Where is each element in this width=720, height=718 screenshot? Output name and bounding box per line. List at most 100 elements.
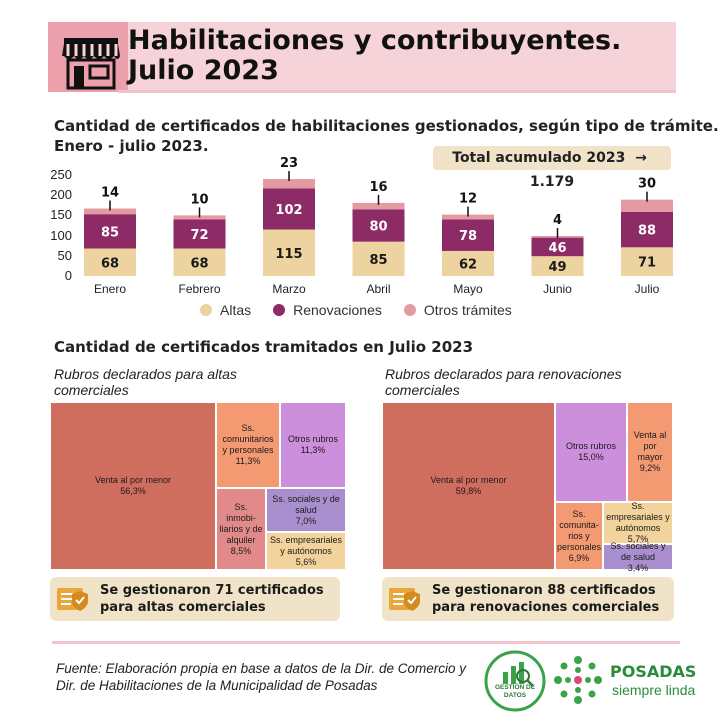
x-category-label: Julio	[635, 282, 660, 296]
bar-segment-otros-tr-mites	[442, 214, 494, 220]
total-label: Total acumulado 2023	[452, 150, 626, 166]
x-category-label: Mayo	[453, 282, 483, 296]
bar-data-label: 68	[190, 256, 208, 271]
bar-data-label: 68	[101, 256, 119, 271]
bar-segment-renovaciones	[442, 219, 494, 251]
bar-segment-altas	[352, 241, 405, 276]
bar-data-label: 46	[548, 241, 566, 256]
legend-item-renovaciones: Renovaciones	[273, 302, 382, 318]
footer-divider	[52, 641, 680, 644]
bar-data-label: 71	[638, 256, 656, 271]
page-title: Habilitaciones y contribuyentes. Julio 2…	[128, 26, 621, 86]
brand-name: POSADAS	[610, 662, 697, 681]
bar-data-label-otros: 14	[101, 186, 119, 201]
bar-data-label: 49	[548, 260, 566, 275]
chart-legend: Altas Renovaciones Otros trámites	[200, 302, 512, 318]
y-tick-label: 150	[50, 207, 72, 223]
treemap-cell: Ss. sociales y de salud 3,4%	[603, 541, 673, 573]
bar-chart-title-line-2: Enero - julio 2023.	[54, 137, 209, 155]
y-tick-label: 250	[50, 167, 72, 182]
bar-data-label-otros: 10	[190, 192, 208, 207]
stacked-bar-chart: 68 85 14 Enero 68 72 10 Febrero 115 102 23 Marzo 85 8…	[84, 156, 673, 296]
bar-segment-otros-tr-mites	[263, 179, 315, 189]
treemap-cell: Ss. empresariales y autónomos 5,6%	[266, 532, 346, 570]
bar-data-label: 115	[275, 247, 302, 262]
x-category-label: Febrero	[178, 282, 220, 296]
treemap-altas: Venta al por menor 56,3% Ss. comunitarios…	[50, 402, 346, 570]
bar-data-label-otros: 12	[459, 192, 477, 207]
storefront-icon	[62, 38, 120, 90]
gestion-de-datos-logo	[484, 650, 546, 712]
title-line-1: Habilitaciones y contribuyentes.	[128, 25, 622, 56]
title-line-2: Julio 2023	[128, 55, 279, 86]
bar-segment-altas	[621, 247, 673, 276]
legend-swatch	[403, 304, 416, 316]
treemap-renovaciones: Venta al por menor 59,8% Otros rubros 15,0…	[382, 402, 673, 573]
treemap-cell: Ss. comunita- rios y personales 6,9%	[555, 502, 603, 570]
legend-label: Renovaciones	[293, 302, 382, 318]
x-category-label: Marzo	[272, 282, 306, 296]
treemap-cell: Ss. comunitarios y personales 11,3%	[216, 402, 280, 488]
bar-segment-altas	[84, 248, 136, 276]
bar-data-label: 72	[190, 228, 208, 243]
x-category-label: Junio	[543, 282, 572, 296]
bar-data-label-otros: 4	[553, 213, 562, 228]
bar-data-label: 62	[459, 257, 477, 272]
treemap-cell: Otros rubros 15,0%	[555, 402, 627, 502]
bar-chart-title: Cantidad de certificados de habilitacion…	[54, 116, 719, 156]
legend-label: Otros trámites	[423, 302, 512, 318]
treemap-cell: Ss. sociales y de salud 7,0%	[266, 488, 346, 532]
bar-segment-renovaciones	[263, 188, 315, 230]
bar-segment-renovaciones	[173, 219, 226, 249]
legend-swatch	[200, 304, 212, 316]
bar-data-label: 78	[459, 229, 477, 244]
bar-data-label-otros: 16	[369, 180, 387, 195]
bar-segment-renovaciones	[531, 237, 584, 257]
treemap-cell: Ss. empresariales y autónomos 5,7%	[603, 501, 673, 544]
certificate-icon	[57, 588, 88, 611]
bar-segment-otros-tr-mites	[621, 199, 673, 212]
total-value: 1.179	[529, 174, 575, 190]
bar-data-label-otros: 23	[280, 156, 298, 171]
bar-segment-altas	[442, 250, 494, 276]
y-tick-label: 200	[50, 187, 72, 203]
header-band	[48, 22, 676, 90]
bar-data-label-otros: 30	[638, 177, 656, 192]
note-renovaciones: Se gestionaron 88 certificados para reno…	[382, 577, 674, 621]
certificate-icon	[389, 588, 420, 611]
brand-tagline: siempre linda	[612, 682, 696, 698]
treemap-cell: Venta al por menor 56,3%	[50, 402, 216, 570]
treemap-cell: Venta al por menor 59,8%	[382, 402, 555, 570]
total-accumulated-badge: Total acumulado 2023 → 1.179	[433, 146, 671, 190]
y-tick-label: 0	[64, 268, 72, 283]
legend-label: Altas	[220, 302, 252, 318]
legend-item-otros: Otros trámites	[403, 302, 512, 318]
bar-chart-title-line-1: Cantidad de certificados de habilitacion…	[54, 117, 719, 135]
bar-segment-altas	[531, 256, 584, 276]
x-category-label: Enero	[94, 282, 126, 296]
y-tick-label: 50	[57, 247, 72, 263]
x-category-label: Abril	[366, 282, 390, 296]
bar-segment-renovaciones	[621, 211, 673, 248]
treemap-altas-subtitle: Rubros declarados para altas comerciales	[54, 366, 237, 398]
posadas-flower-logo	[554, 656, 602, 704]
legend-item-altas: Altas	[200, 302, 251, 318]
arrow-icon: →	[635, 150, 647, 166]
bar-segment-otros-tr-mites	[84, 208, 136, 215]
bar-data-label: 80	[369, 220, 387, 235]
bar-data-label: 85	[101, 225, 119, 240]
bar-segment-altas	[173, 248, 226, 276]
treemap-cell: Ss. inmobi- liarios y de alquiler 8,5%	[216, 488, 266, 570]
treemaps-section-title: Cantidad de certificados tramitados en J…	[54, 338, 474, 356]
bar-data-label: 85	[369, 253, 387, 268]
source-note: Fuente: Elaboración propia en base a dat…	[56, 661, 466, 693]
bar-data-label: 102	[275, 203, 302, 218]
y-tick-label: 100	[50, 227, 72, 243]
header-divider	[118, 90, 676, 93]
bar-segment-otros-tr-mites	[352, 202, 405, 210]
treemap-renov-subtitle: Rubros declarados para renovaciones come…	[385, 366, 622, 398]
treemap-cell: Venta al por mayor 9,2%	[627, 402, 673, 502]
legend-swatch	[273, 304, 286, 316]
note-altas-text: Se gestionaron 71 certificados para alta…	[100, 583, 324, 615]
note-altas: Se gestionaron 71 certificados para alta…	[50, 577, 340, 621]
